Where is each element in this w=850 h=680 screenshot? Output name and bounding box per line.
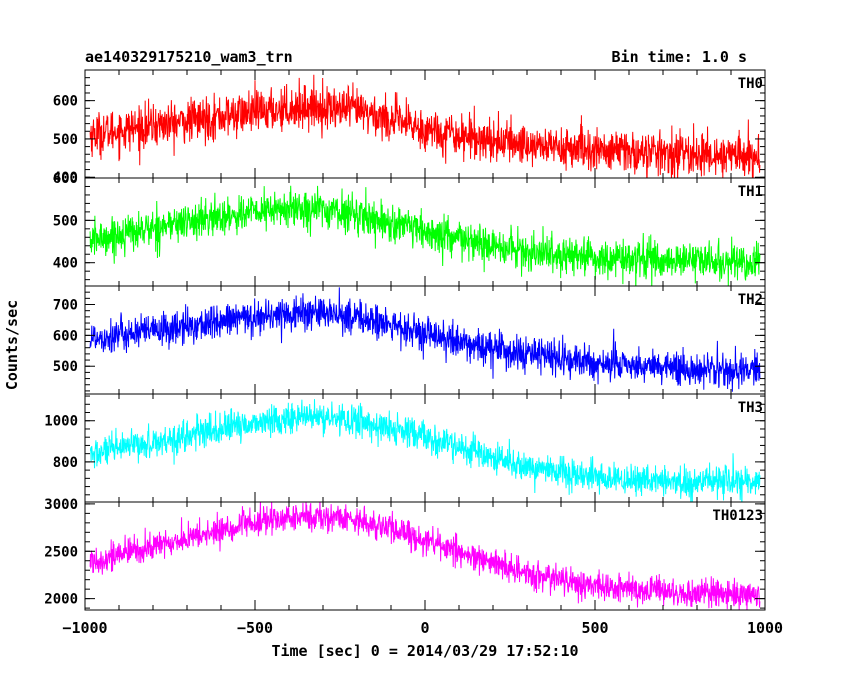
bin-time-label: Bin time: 1.0 s	[612, 48, 747, 66]
x-axis-tick-labels: −1000 −500 0 500 1000	[62, 619, 783, 637]
x-tick-label: 500	[581, 619, 608, 637]
series-line-th0	[89, 74, 761, 178]
panel-th1: 400 500 600 TH1	[53, 171, 766, 287]
chart-title: ae140329175210_wam3_trn	[85, 48, 293, 66]
series-label: TH1	[738, 184, 763, 200]
y-tick-label: 600	[53, 94, 78, 110]
y-tick-label: 3000	[44, 497, 78, 513]
x-tick-label: 1000	[747, 619, 783, 637]
y-tick-label: 400	[53, 256, 78, 272]
series-label: TH3	[738, 400, 763, 416]
y-axis-label: Counts/sec	[3, 300, 21, 390]
y-tick-label: 800	[53, 455, 78, 471]
series-label: TH0	[738, 76, 763, 92]
series-label: TH0123	[712, 508, 763, 524]
series-line-th3	[89, 399, 761, 502]
y-tick-label: 600	[53, 171, 78, 187]
y-tick-label: 2500	[44, 544, 78, 560]
y-tick-label: 1000	[44, 414, 78, 430]
y-tick-label: 500	[53, 359, 78, 375]
y-tick-label: 500	[53, 132, 78, 148]
series-line-th0123	[89, 502, 761, 610]
x-tick-label: −500	[237, 619, 273, 637]
x-axis-label: Time [sec] 0 = 2014/03/29 17:52:10	[271, 642, 578, 660]
y-tick-label: 400	[53, 170, 78, 186]
panel-th0: 400 500 600 TH0	[53, 69, 766, 186]
panel-th0123: 2000 2500 3000 TH0123	[44, 497, 766, 611]
y-tick-label: 2000	[44, 592, 78, 608]
y-tick-label: 500	[53, 213, 78, 229]
panel-th3: 800 1000 TH3	[44, 393, 766, 503]
y-tick-label: 700	[53, 298, 78, 314]
series-label: TH2	[738, 292, 763, 308]
panels: 400 500 600 TH0 400 500 600 TH1 500 600 700 TH2 800 1…	[44, 69, 766, 611]
panel-th2: 500 600 700 TH2	[53, 285, 766, 395]
series-line-th1	[89, 185, 761, 286]
y-tick-label: 600	[53, 328, 78, 344]
series-line-th2	[89, 287, 761, 392]
x-tick-label: −1000	[62, 619, 107, 637]
x-tick-label: 0	[420, 619, 429, 637]
